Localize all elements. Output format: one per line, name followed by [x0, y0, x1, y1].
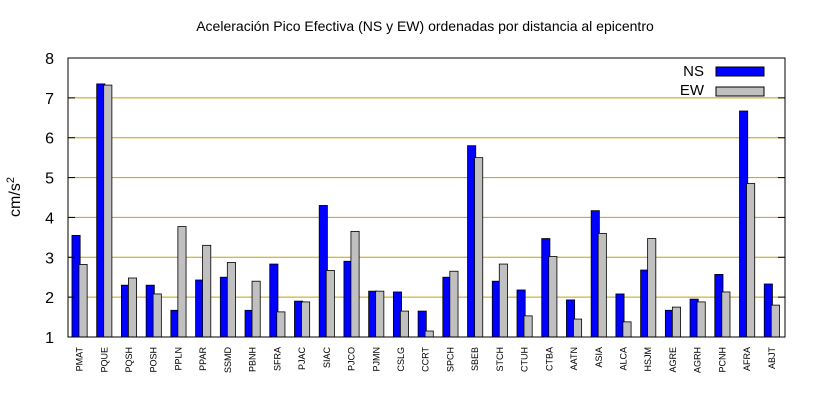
- x-tick-label: AGRE: [668, 347, 678, 373]
- x-tick-label: HSJM: [643, 347, 653, 372]
- x-tick-label: PQUE: [99, 347, 109, 373]
- legend: NS EW: [680, 63, 765, 99]
- bar-ew-sbeb: [474, 157, 484, 338]
- bar-ew-sfra: [276, 311, 286, 338]
- x-tick-label: POSH: [149, 347, 159, 373]
- bar-ew-pjac: [301, 301, 311, 338]
- y-tick-label: 2: [45, 290, 54, 307]
- y-axis-label: cm/s2: [5, 177, 24, 217]
- bar-ew-pqsh: [128, 277, 138, 338]
- bar-ew-pjmn: [375, 290, 385, 338]
- y-axis-label-superscript: 2: [5, 177, 17, 183]
- x-tick-label: PQSH: [124, 347, 134, 373]
- y-tick-label: 3: [45, 250, 54, 267]
- x-tick-label: CTUH: [520, 347, 530, 372]
- legend-label-ew: EW: [680, 82, 705, 99]
- x-tick-label: PJCO: [347, 347, 357, 371]
- bar-ew-asia: [597, 232, 607, 338]
- bar-ew-agre: [671, 306, 681, 338]
- bar-ew-ppar: [202, 244, 212, 338]
- x-tick-label: SSMD: [223, 347, 233, 374]
- x-tick-label: PMAT: [75, 347, 85, 372]
- x-tick-label: AFRA: [742, 347, 752, 371]
- bar-ew-pbnh: [251, 280, 261, 338]
- y-tick-label: 6: [45, 131, 54, 148]
- y-tick-label: 4: [45, 210, 54, 227]
- grid-lines: [68, 97, 785, 298]
- x-tick-label: PJMN: [371, 347, 381, 372]
- x-tick-label: AGRH: [693, 347, 703, 373]
- bar-ew-spch: [449, 270, 459, 338]
- y-tick-label: 8: [45, 51, 54, 68]
- bar-ew-ctba: [548, 256, 558, 338]
- bar-ew-stch: [498, 263, 508, 338]
- x-tick-label: PJAC: [297, 347, 307, 371]
- chart-title: Aceleración Pico Efectiva (NS y EW) orde…: [196, 18, 654, 34]
- legend-label-ns: NS: [683, 63, 704, 80]
- bar-ew-posh: [152, 293, 162, 338]
- x-tick-label: PPLN: [173, 347, 183, 371]
- x-tick-label: SBEB: [470, 347, 480, 371]
- x-tick-label: ASIA: [594, 347, 604, 368]
- bar-ew-ccrt: [424, 330, 434, 338]
- bar-ew-alca: [622, 321, 632, 338]
- x-tick-label: SPCH: [445, 347, 455, 372]
- bar-ew-ctuh: [523, 315, 533, 338]
- bar-ew-agrh: [696, 301, 706, 338]
- x-tick-label: PCNH: [717, 347, 727, 373]
- bars: [71, 83, 780, 338]
- bar-ew-cslg: [399, 310, 409, 338]
- bar-ew-pque: [103, 84, 113, 338]
- bar-ew-pmat: [78, 264, 88, 338]
- x-tick-label: CTBA: [544, 347, 554, 371]
- x-tick-label: ABJT: [767, 347, 777, 370]
- y-tick-label: 5: [45, 171, 54, 188]
- x-tick-label: SIAC: [322, 347, 332, 369]
- legend-swatch-ns: [715, 66, 765, 77]
- x-tick-label: PPAR: [198, 347, 208, 371]
- x-tick-label: SFRA: [272, 347, 282, 371]
- x-tick-label: AATN: [569, 347, 579, 370]
- bar-ew-ssmd: [226, 262, 236, 338]
- legend-swatch-ew: [715, 86, 765, 97]
- x-tick-label: ALCA: [618, 347, 628, 371]
- bar-ew-hsjm: [647, 238, 657, 338]
- y-axis-label-base: cm/s: [7, 183, 24, 217]
- bar-ew-afra: [746, 183, 756, 338]
- x-tick-label: CSLG: [396, 347, 406, 372]
- y-tick-label: 7: [45, 91, 54, 108]
- y-tick-label: 1: [45, 330, 54, 347]
- x-tick-label: STCH: [495, 347, 505, 372]
- bar-ew-abjt: [770, 304, 780, 338]
- bar-ew-siac: [325, 270, 335, 338]
- bar-ew-aatn: [573, 318, 583, 338]
- plot-frame: [67, 57, 786, 338]
- bar-ew-pjco: [350, 230, 360, 338]
- y-axis-ticks: 1 2 3 4 5 6 7 8: [45, 51, 785, 347]
- bar-ew-pcnh: [721, 291, 731, 338]
- x-axis-labels: PMAT PQUE PQSH POSH PPLN PPAR SSMD PBNH SFRA PJAC…: [75, 347, 777, 374]
- x-tick-label: PBNH: [248, 347, 258, 372]
- x-tick-label: CCRT: [421, 347, 431, 372]
- bar-ew-ppln: [177, 226, 187, 338]
